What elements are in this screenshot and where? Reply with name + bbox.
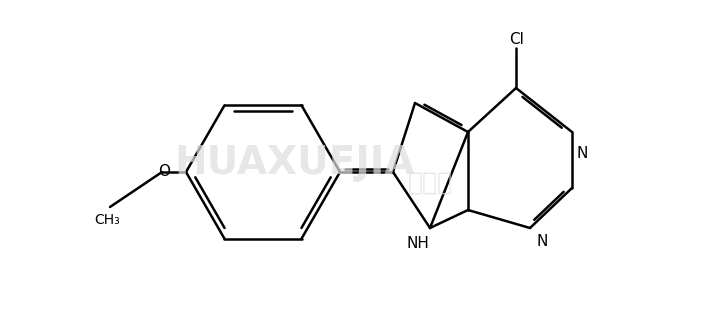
Text: 化学加: 化学加 (407, 171, 453, 195)
Text: HUAXUEJIA: HUAXUEJIA (175, 144, 415, 182)
Text: N: N (576, 147, 587, 162)
Text: N: N (536, 235, 547, 250)
Text: Cl: Cl (510, 31, 524, 46)
Text: O: O (158, 164, 170, 180)
Text: NH: NH (407, 236, 430, 251)
Text: CH₃: CH₃ (94, 213, 120, 227)
